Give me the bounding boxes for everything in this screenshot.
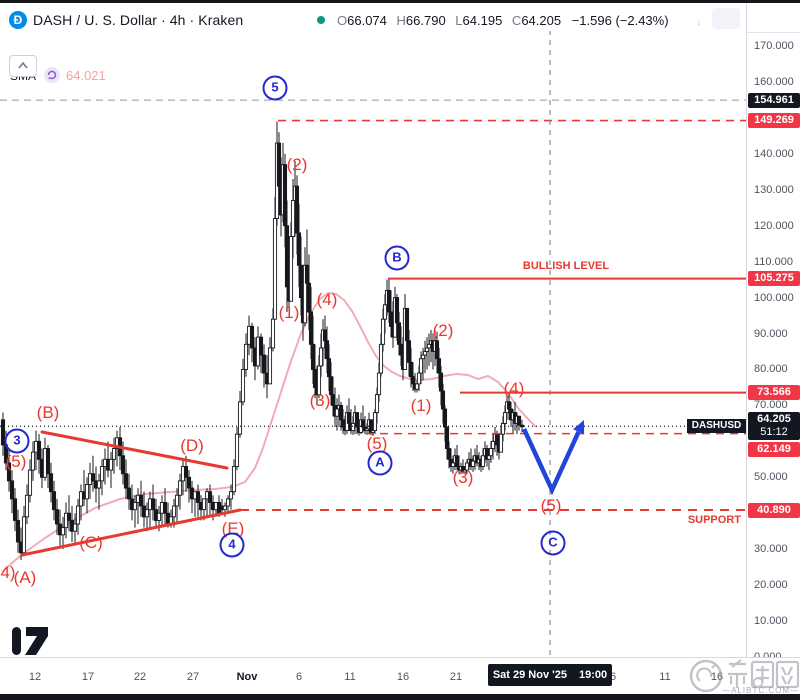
crosshair-time: 19:00 [579, 669, 608, 681]
chart-toolbar: Đ DASH / U. S. Dollar · 4h · Kraken O66.… [0, 3, 746, 31]
dash-logo-icon: Đ [9, 11, 27, 29]
sma-line [1, 292, 537, 573]
chevron-up-icon [18, 61, 28, 69]
time-tick: 21 [449, 671, 463, 683]
price-tick: 120.000 [754, 219, 794, 232]
price-tick: 170.000 [754, 40, 794, 53]
time-tick: 11 [344, 671, 356, 683]
open-value: 66.074 [347, 13, 387, 28]
price-tick: 100.000 [754, 291, 794, 304]
countdown-timer: 51:12 [760, 426, 788, 439]
time-tick: 27 [186, 671, 200, 683]
window-bottom-edge [0, 694, 800, 700]
ohlc-readout: O66.074 H66.790 L64.195 C64.205 −1.596 (… [337, 13, 669, 28]
price-tick: 130.000 [754, 183, 794, 196]
price-tick: 110.000 [754, 255, 793, 268]
crosshair-date: Sat 29 Nov '25 [492, 669, 567, 681]
price-badge: 105.275 [748, 271, 800, 287]
price-tick: 90.000 [754, 327, 788, 340]
window-top-edge [0, 0, 800, 3]
time-tick: 12 [28, 671, 42, 683]
time-tick: 11 [659, 671, 671, 683]
symbol-price-label: DASHUSD [687, 419, 746, 433]
time-axis[interactable]: 12 17 22 27 Nov 6 11 16 21 6 11 16 [0, 657, 800, 695]
trendline[interactable] [40, 430, 229, 470]
candles [0, 121, 525, 560]
sma-loop-icon[interactable] [44, 67, 60, 83]
price-tick: 70.000 [754, 399, 788, 412]
price-badge: 149.269 [748, 113, 800, 129]
time-tick: 22 [133, 671, 147, 683]
projection-arrow-head [573, 420, 585, 435]
price-tick: 160.000 [754, 75, 794, 88]
time-tick: 6 [295, 671, 303, 683]
open-label: O [337, 13, 348, 28]
price-tick: 140.000 [754, 147, 794, 160]
price-tick: 30.000 [754, 543, 788, 556]
time-tick: 16 [396, 671, 410, 683]
time-tick: 16 [710, 671, 724, 683]
time-tick: 6 [609, 671, 617, 683]
time-tick: Nov [236, 671, 258, 683]
circular-arrows-icon [47, 70, 57, 80]
low-label: L [455, 13, 463, 28]
price-badge: 73.566 [748, 385, 800, 401]
price-badge: 154.961 [748, 92, 800, 108]
low-value: 64.195 [462, 13, 503, 28]
crosshair-time-badge: Sat 29 Nov '25 19:00 [488, 664, 612, 686]
collapse-pane-button[interactable] [9, 55, 37, 77]
price-badge: 64.205 51:12 [748, 412, 800, 441]
price-badge: 40.890 [748, 502, 800, 518]
price-tick: 10.000 [754, 615, 788, 628]
close-value: 64.205 [521, 13, 562, 28]
projection-arrow[interactable] [521, 428, 581, 496]
download-arrow-icon[interactable]: ↓ [696, 14, 702, 28]
price-tick: 80.000 [754, 363, 788, 376]
high-value: 66.790 [405, 13, 446, 28]
toolbar-ghost-button[interactable] [712, 8, 740, 29]
price-axis[interactable]: 170.000 160.000 140.000 130.000 120.000 110.0… [746, 0, 800, 694]
symbol-title[interactable]: DASH / U. S. Dollar · 4h · Kraken [33, 12, 244, 28]
sma-value: 64.021 [66, 68, 106, 83]
price-tick: 50.000 [754, 471, 788, 484]
time-tick: 17 [81, 671, 95, 683]
market-open-dot-icon [317, 16, 325, 24]
trendline[interactable] [20, 508, 242, 557]
currency-dropdown[interactable]: USD ⌄ [747, 3, 800, 33]
price-tick: 20.000 [754, 579, 788, 592]
change-value: −1.596 (−2.43%) [571, 13, 669, 28]
price-badge: 62.149 [748, 441, 800, 457]
close-label: C [511, 13, 522, 28]
high-label: H [396, 13, 406, 28]
